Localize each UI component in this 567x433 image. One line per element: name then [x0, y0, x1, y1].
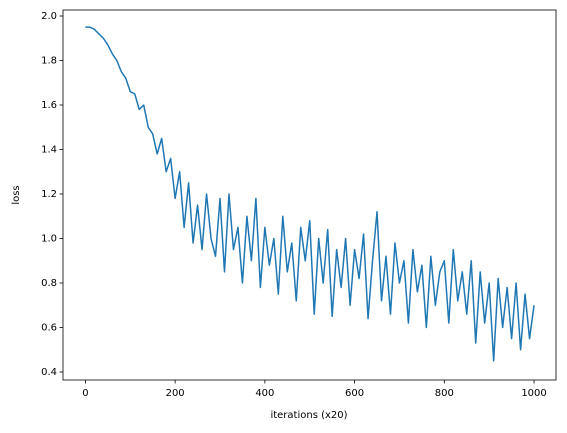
y-tick-label: 1.6: [41, 100, 57, 111]
axes-frame: [62, 9, 557, 381]
y-tick-label: 2.0: [41, 11, 57, 22]
x-tick-label: 200: [166, 388, 185, 399]
x-tick-label: 800: [435, 388, 454, 399]
y-axis-label: loss: [11, 185, 22, 204]
data-line: [85, 26, 535, 362]
y-tick-label: 1.4: [41, 145, 57, 156]
y-tick-label: 1.8: [41, 56, 57, 67]
x-tick-label: 600: [345, 388, 364, 399]
y-tick-label: 0.6: [41, 322, 57, 333]
x-axis-label: iterations (x20): [270, 410, 347, 421]
y-tick-label: 1.0: [41, 233, 57, 244]
y-tick-label: 1.2: [41, 189, 57, 200]
y-tick-label: 0.8: [41, 278, 57, 289]
y-tick-label: 0.4: [41, 367, 57, 378]
x-tick-label: 0: [82, 388, 88, 399]
x-tick-label: 400: [255, 388, 274, 399]
x-tick-label: 1000: [521, 388, 546, 399]
